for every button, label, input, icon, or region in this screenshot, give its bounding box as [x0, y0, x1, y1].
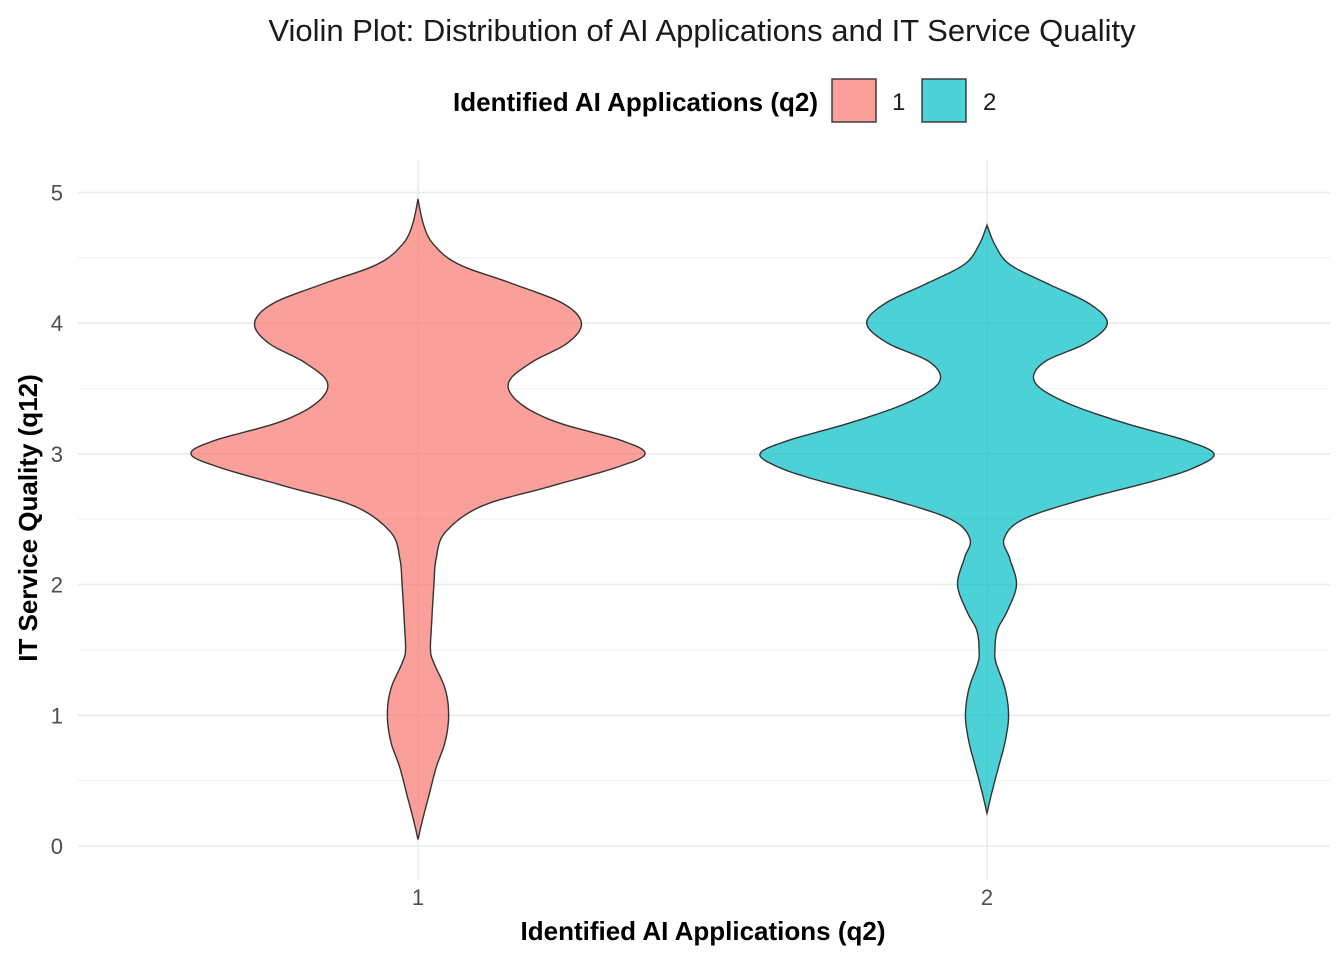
y-tick-label: 1	[51, 703, 63, 728]
grid	[78, 160, 1330, 880]
x-axis-title: Identified AI Applications (q2)	[521, 916, 886, 946]
y-tick-label: 4	[51, 311, 63, 336]
legend-title: Identified AI Applications (q2)	[453, 87, 818, 117]
x-tick-label: 2	[981, 885, 993, 910]
y-tick-label: 3	[51, 442, 63, 467]
chart-title: Violin Plot: Distribution of AI Applicat…	[268, 13, 1136, 48]
legend-label-2: 2	[983, 89, 996, 116]
violin-series-1	[190, 198, 646, 840]
y-axis-ticks: 0 1 2 3 4 5	[51, 181, 63, 860]
y-tick-label: 0	[51, 834, 63, 859]
legend: Identified AI Applications (q2) 1 2	[453, 78, 996, 123]
legend-label-1: 1	[892, 89, 905, 116]
legend-key-2	[921, 78, 967, 123]
y-axis-title: IT Service Quality (q12)	[13, 374, 43, 662]
legend-key-1	[831, 78, 877, 123]
y-tick-label: 5	[51, 181, 63, 206]
x-tick-label: 1	[412, 885, 424, 910]
violin-series-2	[759, 223, 1215, 816]
violins	[190, 198, 1215, 840]
y-tick-label: 2	[51, 573, 63, 598]
